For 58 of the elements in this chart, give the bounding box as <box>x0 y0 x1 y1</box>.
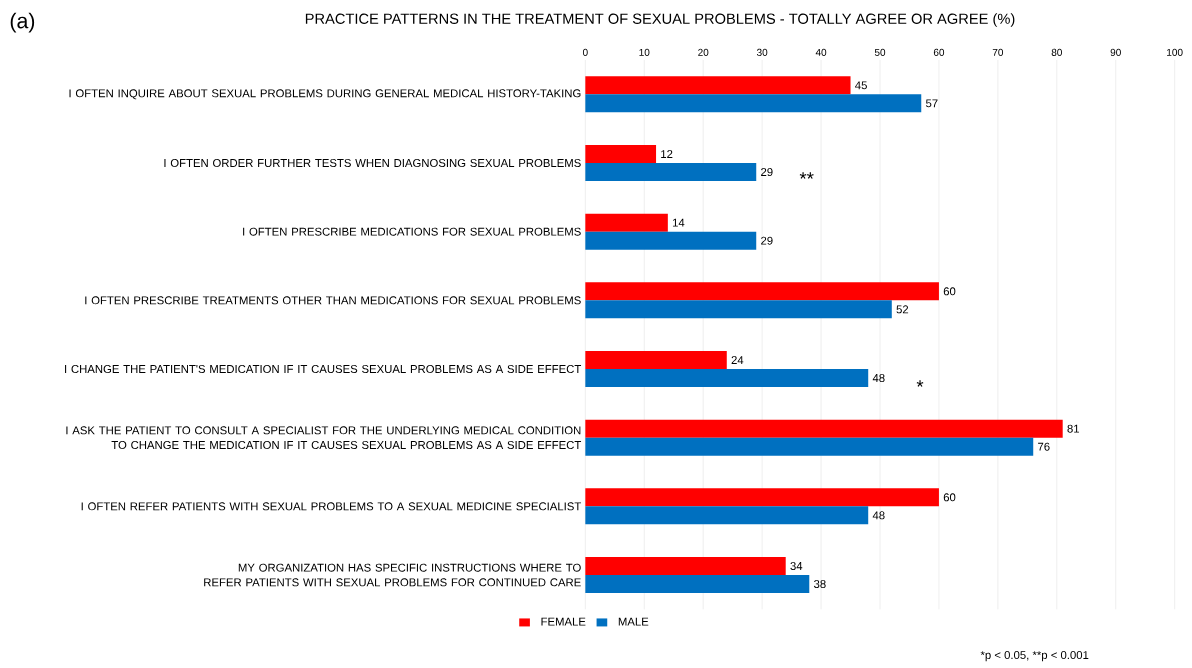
annotation: * <box>916 380 924 387</box>
y-tick-label: I OFTEN PRESCRIBE TREATMENTS OTHER THAN MEDICATIONS FOR SEXUAL PROBLEMS <box>85 296 581 305</box>
y-tick-label: I OFTEN ORDER FURTHER TESTS WHEN DIAGNOSING SEXUAL PROBLEMS <box>164 159 581 168</box>
bar <box>585 506 869 525</box>
annotation: ** <box>799 172 814 179</box>
bar <box>585 145 657 163</box>
data-label: 57 <box>925 99 938 108</box>
bar <box>585 369 869 387</box>
y-tick-label: I OFTEN INQUIRE ABOUT SEXUAL PROBLEMS DURING GENERAL MEDICAL HISTORY-TAKING <box>69 89 581 100</box>
data-label: 14 <box>672 218 685 227</box>
x-tick-label: 0 <box>582 48 588 56</box>
bar <box>585 557 786 576</box>
x-tick-label: 90 <box>1110 48 1121 56</box>
data-label: 38 <box>813 580 826 589</box>
legend-label: MALE <box>618 617 649 626</box>
bar <box>585 351 727 369</box>
data-label: 34 <box>790 562 803 571</box>
data-label: 48 <box>872 374 885 383</box>
legend-label: FEMALE <box>541 617 586 626</box>
y-tick-label: I ASK THE PATIENT TO CONSULT A SPECIALIST FOR THE UNDERLYING MEDICAL CONDITION TO CHANGE THE MEDICATION IF IT CAUSES SEXUAL PROBLEMS AS A SIDE EFFECT <box>66 426 582 450</box>
y-tick-label: I OFTEN REFER PATIENTS WITH SEXUAL PROBLEMS TO A SEXUAL MEDICINE SPECIALIST <box>81 502 582 511</box>
x-tick-label: 10 <box>639 48 650 56</box>
data-label: 12 <box>661 150 673 158</box>
bar <box>585 437 1034 456</box>
data-label: 29 <box>761 168 773 177</box>
x-tick-label: 30 <box>756 48 768 56</box>
data-label: 76 <box>1038 442 1050 451</box>
bar <box>585 282 939 301</box>
text: *p < 0.05, **p < 0.001 <box>980 651 1089 662</box>
bar <box>585 231 757 250</box>
data-label: 45 <box>855 81 867 90</box>
bar <box>585 94 922 113</box>
y-tick-label: I CHANGE THE PATIENT'S MEDICATION IF IT CAUSES SEXUAL PROBLEMS AS A SIDE EFFECT <box>65 365 582 374</box>
data-label: 60 <box>943 493 956 502</box>
x-tick-label: 40 <box>815 48 827 56</box>
data-label: 29 <box>761 236 773 245</box>
x-tick-label: 50 <box>874 48 886 56</box>
bar <box>585 419 1063 438</box>
bar <box>585 213 668 232</box>
bar <box>585 575 810 594</box>
data-label: 60 <box>943 287 956 296</box>
bar <box>585 300 892 319</box>
chart-title: PRACTICE PATTERNS IN THE TREATMENT OF SEXUAL PROBLEMS - TOTALLY AGREE OR AGREE (%) <box>305 13 1015 27</box>
text: (a) <box>10 12 35 33</box>
y-tick-label: MY ORGANIZATION HAS SPECIFIC INSTRUCTIONS WHERE TO REFER PATIENTS WITH SEXUAL PROBLEMS FOR CONTINUED CARE <box>204 563 581 587</box>
data-label: 81 <box>1067 424 1080 433</box>
bar <box>585 163 757 181</box>
data-label: 48 <box>872 511 885 520</box>
data-label: 52 <box>896 305 909 314</box>
bar <box>585 76 851 95</box>
y-tick-label: I OFTEN PRESCRIBE MEDICATIONS FOR SEXUAL PROBLEMS <box>243 227 581 236</box>
bar <box>585 488 939 507</box>
x-tick-label: 60 <box>933 48 945 56</box>
x-tick-label: 20 <box>698 48 709 56</box>
x-tick-label: 70 <box>992 48 1004 56</box>
x-tick-label: 100 <box>1167 48 1183 56</box>
data-label: 24 <box>731 356 744 364</box>
x-tick-label: 80 <box>1051 48 1062 56</box>
